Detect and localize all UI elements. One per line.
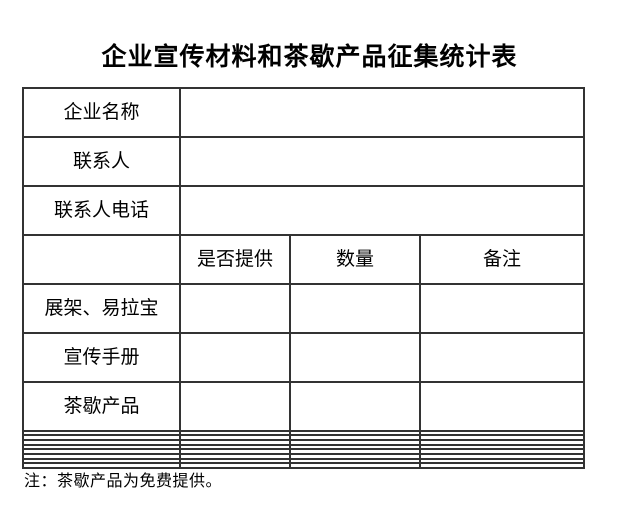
blank-item-cell[interactable] bbox=[22, 462, 181, 469]
page-title: 企业宣传材料和茶歇产品征集统计表 bbox=[101, 44, 518, 71]
table-row-display-rack: 展架、易拉宝 bbox=[22, 282, 586, 334]
header-quantity: 数量 bbox=[289, 233, 421, 285]
brochure-quantity-cell[interactable] bbox=[289, 331, 421, 383]
tea-break-product-label: 茶歇产品 bbox=[22, 380, 181, 432]
table-row-brochure: 宣传手册 bbox=[22, 331, 586, 383]
tea-break-quantity-cell[interactable] bbox=[289, 380, 421, 432]
header-item-cell bbox=[22, 233, 181, 285]
tea-break-remark-cell[interactable] bbox=[418, 380, 586, 432]
table-row-tea-break-product: 茶歇产品 bbox=[22, 380, 586, 432]
table-header-row: 是否提供 数量 备注 bbox=[22, 233, 586, 285]
contact-person-input-cell[interactable] bbox=[178, 135, 586, 187]
company-name-label: 企业名称 bbox=[22, 87, 181, 138]
company-name-input-cell[interactable] bbox=[178, 87, 586, 138]
tea-break-provide-cell[interactable] bbox=[179, 380, 291, 432]
header-provide: 是否提供 bbox=[179, 233, 291, 285]
display-rack-provide-cell[interactable] bbox=[179, 282, 291, 334]
table-row-contact-phone: 联系人电话 bbox=[22, 184, 586, 236]
contact-phone-label: 联系人电话 bbox=[22, 184, 181, 236]
collection-form-table: 企业名称 联系人 联系人电话 是否提供 数量 备注 展架、易拉宝 宣传手册 bbox=[22, 87, 586, 469]
table-row-contact-person: 联系人 bbox=[22, 135, 586, 187]
header-remark: 备注 bbox=[418, 233, 586, 285]
blank-provide-cell[interactable] bbox=[179, 462, 291, 469]
contact-phone-input-cell[interactable] bbox=[178, 184, 586, 236]
contact-person-label: 联系人 bbox=[22, 135, 181, 187]
table-row-blank bbox=[22, 462, 586, 469]
brochure-label: 宣传手册 bbox=[22, 331, 181, 383]
footnote: 注：茶歇产品为免费提供。 bbox=[24, 473, 223, 490]
brochure-remark-cell[interactable] bbox=[418, 331, 586, 383]
display-rack-quantity-cell[interactable] bbox=[289, 282, 421, 334]
table-row-company-name: 企业名称 bbox=[22, 87, 586, 138]
display-rack-remark-cell[interactable] bbox=[418, 282, 586, 334]
blank-remark-cell[interactable] bbox=[418, 462, 586, 469]
brochure-provide-cell[interactable] bbox=[179, 331, 291, 383]
blank-quantity-cell[interactable] bbox=[289, 462, 421, 469]
display-rack-label: 展架、易拉宝 bbox=[22, 282, 181, 334]
